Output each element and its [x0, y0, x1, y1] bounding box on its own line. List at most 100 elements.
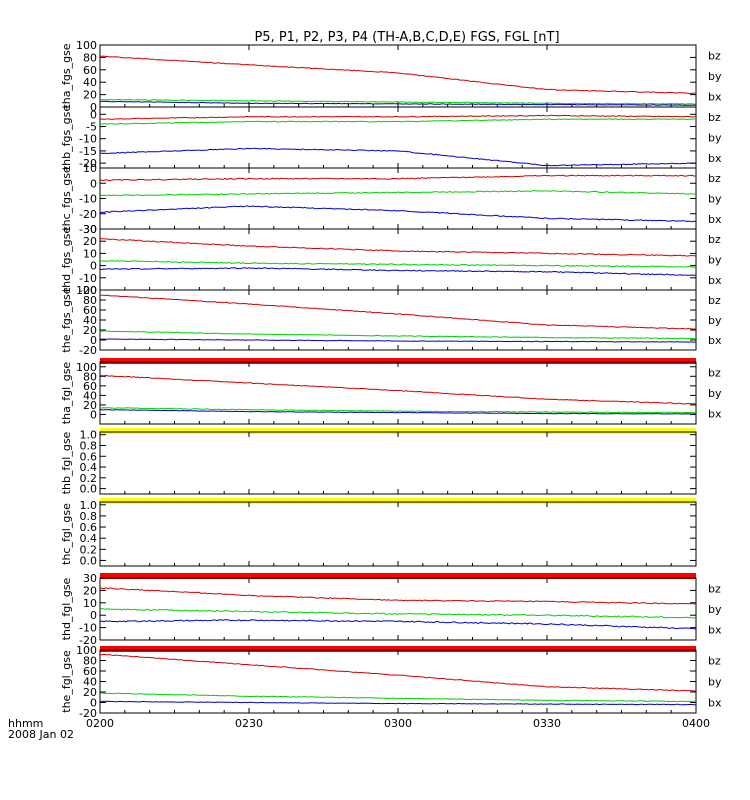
- legend-bz: bz: [708, 366, 721, 379]
- y-tick-label: 0: [90, 260, 97, 273]
- series-bx: [99, 700, 696, 706]
- series-by: [99, 330, 697, 340]
- y-tick-label: 0.8: [80, 510, 98, 523]
- y-tick-label: 60: [83, 64, 97, 77]
- y-tick-label: -20: [79, 634, 97, 647]
- series-by: [99, 259, 697, 268]
- y-tick-label: -30: [79, 223, 97, 236]
- y-tick-label: 20: [83, 686, 97, 699]
- y-tick-label: 0: [90, 334, 97, 347]
- y-tick-label: 100: [76, 284, 97, 297]
- series-bz: [99, 294, 697, 330]
- y-tick-label: 0.2: [80, 472, 98, 485]
- y-tick-label: -10: [79, 193, 97, 206]
- series-bx: [100, 100, 696, 106]
- legend-by: by: [708, 70, 722, 83]
- y-axis-label: thc_fgs_gse: [60, 166, 73, 231]
- status-bar-tha_fgl_gse: [100, 358, 696, 364]
- series-by: [99, 189, 697, 197]
- y-axis-label: thd_fgl_gse: [60, 577, 73, 640]
- series-by: [100, 118, 697, 125]
- series-bx: [99, 338, 697, 343]
- y-tick-label: -10: [79, 133, 97, 146]
- y-tick-label: 0.0: [80, 483, 98, 496]
- y-tick-label: 30: [83, 223, 97, 236]
- series-bz: [99, 55, 696, 95]
- y-tick-label: 0.2: [80, 543, 98, 556]
- series-bz: [99, 238, 697, 257]
- legend-bx: bx: [708, 408, 722, 421]
- legend-by: by: [708, 254, 722, 267]
- y-tick-label: 20: [83, 235, 97, 248]
- y-tick-label: 0.6: [80, 450, 98, 463]
- series-by: [99, 407, 697, 414]
- y-axis-label: thb_fgl_gse: [60, 431, 73, 494]
- legend-bx: bx: [708, 213, 722, 226]
- legend-by: by: [708, 387, 722, 400]
- panel-frame: [99, 228, 697, 291]
- series-bx: [99, 205, 697, 223]
- y-tick-label: 0: [90, 177, 97, 190]
- y-tick-label: 0.8: [80, 439, 98, 452]
- y-tick-label: -20: [79, 284, 97, 297]
- x-tick-label: 0330: [533, 717, 561, 730]
- series-bz: [99, 653, 697, 692]
- y-axis-label: thd_fgs_gse: [60, 227, 73, 293]
- y-tick-label: 100: [76, 644, 97, 657]
- y-tick-label: 80: [83, 294, 97, 307]
- series-bx: [99, 409, 697, 415]
- y-tick-label: -5: [86, 121, 97, 134]
- y-tick-label: 40: [83, 389, 97, 402]
- x-tick-label: 0300: [384, 717, 412, 730]
- legend-by: by: [708, 603, 722, 616]
- legend-by: by: [708, 132, 722, 145]
- legend-by: by: [708, 676, 722, 689]
- status-bar-the_fgl_gse: [100, 646, 696, 652]
- y-tick-label: 20: [83, 584, 97, 597]
- y-tick-label: 100: [76, 39, 97, 52]
- series-by: [99, 692, 697, 703]
- y-tick-label: 20: [83, 89, 97, 102]
- panel-frame: [99, 431, 697, 495]
- legend-by: by: [708, 314, 722, 327]
- y-tick-label: 60: [83, 380, 97, 393]
- y-axis-label: thb_fgs_gse: [60, 105, 73, 171]
- y-tick-label: 0: [90, 408, 97, 421]
- panel-thc_fgs_gse: -30 -20 -10 0 10 thc_fgs_gse bz by bx: [60, 162, 722, 236]
- y-tick-label: 0.0: [80, 554, 98, 567]
- panel-frame: [99, 361, 697, 425]
- series-bz: [99, 587, 697, 605]
- y-tick-label: 40: [83, 76, 97, 89]
- y-tick-label: 20: [83, 324, 97, 337]
- y-tick-label: 100: [76, 361, 97, 374]
- y-tick-label: 40: [83, 314, 97, 327]
- legend-bx: bx: [708, 152, 722, 165]
- plot-title: P5, P1, P2, P3, P4 (TH-A,B,C,D,E) FGS, F…: [254, 30, 559, 45]
- y-tick-label: 10: [83, 597, 97, 610]
- legend-bx: bx: [708, 697, 722, 710]
- y-axis-label: tha_fgs_gse: [60, 43, 73, 108]
- series-bz: [99, 374, 697, 405]
- y-tick-label: 60: [83, 665, 97, 678]
- y-tick-label: 1.0: [80, 499, 98, 512]
- y-axis-label: the_fgs_gse: [60, 287, 73, 352]
- panel-frame: [99, 501, 697, 567]
- series-bz: [99, 114, 697, 120]
- y-tick-label: 80: [83, 370, 97, 383]
- y-tick-label: 80: [83, 655, 97, 668]
- time-label-hhmm: hhmm: [8, 717, 43, 730]
- legend-by: by: [708, 193, 722, 206]
- series-bx: [99, 267, 697, 276]
- series-by: [99, 607, 697, 619]
- y-tick-label: 10: [83, 247, 97, 260]
- y-tick-label: 0: [90, 108, 97, 121]
- legend-bz: bz: [708, 172, 721, 185]
- y-tick-label: -20: [79, 208, 97, 221]
- legend-bx: bx: [708, 91, 722, 104]
- x-tick-label: 0400: [682, 717, 710, 730]
- y-tick-label: 0.4: [80, 532, 98, 545]
